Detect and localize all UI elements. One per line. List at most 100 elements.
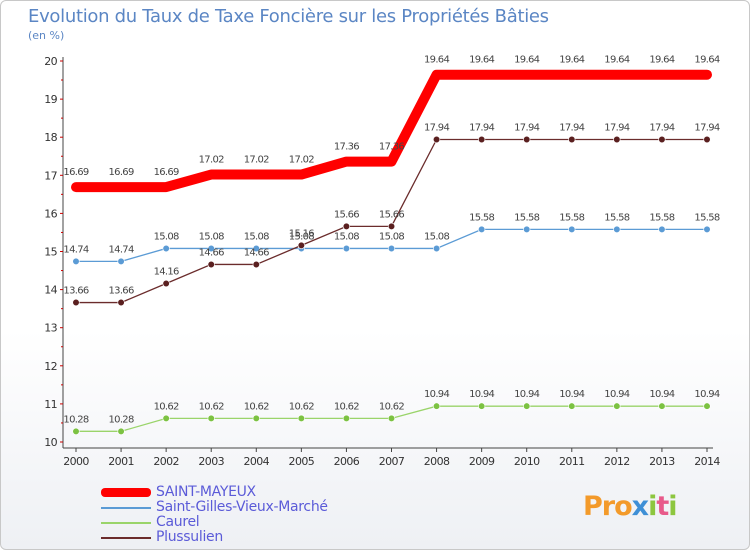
data-label: 17.94 — [424, 122, 449, 133]
data-label: 17.02 — [289, 155, 314, 166]
data-label: 15.16 — [289, 228, 314, 239]
data-label: 14.66 — [244, 247, 269, 258]
data-point — [297, 414, 305, 422]
data-point — [658, 402, 666, 410]
data-label: 15.08 — [424, 231, 449, 242]
legend-swatch — [101, 522, 151, 524]
data-label: 17.94 — [649, 122, 674, 133]
data-point — [568, 135, 576, 144]
chart-title: Evolution du Taux de Taxe Foncière sur l… — [28, 6, 549, 27]
data-label: 19.64 — [694, 55, 719, 66]
data-point — [523, 225, 531, 234]
data-label: 17.36 — [379, 142, 404, 153]
legend-swatch — [101, 507, 151, 509]
data-point — [568, 402, 576, 410]
data-label: 17.94 — [694, 122, 719, 133]
x-tick-label: 2003 — [198, 455, 224, 468]
data-label: 15.58 — [514, 212, 539, 223]
data-point — [432, 244, 441, 253]
x-tick-label: 2014 — [694, 455, 720, 468]
data-point — [297, 241, 305, 250]
x-tick-label: 2000 — [63, 455, 89, 468]
y-tick-label: 15 — [44, 246, 57, 259]
x-tick-label: 2011 — [559, 455, 585, 468]
y-tick-label: 12 — [44, 360, 57, 373]
data-point — [207, 244, 215, 253]
data-label: 10.94 — [424, 389, 449, 400]
data-point — [72, 427, 80, 435]
x-tick-label: 2006 — [334, 455, 360, 468]
x-tick-label: 2002 — [153, 455, 179, 468]
data-point — [613, 225, 621, 234]
y-tick-label: 10 — [44, 436, 57, 449]
data-label: 19.64 — [469, 55, 494, 66]
x-tick-label: 2005 — [289, 455, 315, 468]
data-label: 15.08 — [379, 231, 404, 242]
data-label: 10.62 — [289, 401, 314, 412]
data-point — [342, 414, 351, 422]
data-label: 15.08 — [334, 231, 359, 242]
data-label: 19.64 — [559, 55, 584, 66]
y-tick-label: 14 — [44, 284, 57, 297]
data-label: 10.28 — [63, 414, 88, 425]
data-label: 14.66 — [199, 247, 224, 258]
legend-swatch — [101, 537, 151, 539]
data-label: 13.66 — [63, 286, 88, 297]
legend-label: SAINT-MAYEUX — [156, 484, 256, 500]
data-label: 14.74 — [109, 244, 134, 255]
x-tick-label: 2013 — [649, 455, 675, 468]
data-label: 17.94 — [514, 122, 539, 133]
legend-label: Caurel — [156, 514, 200, 530]
data-point — [117, 298, 125, 307]
y-tick-label: 20 — [44, 55, 57, 68]
data-point — [162, 414, 170, 422]
legend-swatch — [101, 488, 151, 497]
data-label: 15.58 — [559, 212, 584, 223]
x-tick-label: 2004 — [243, 455, 269, 468]
data-point — [207, 260, 215, 269]
data-label: 15.58 — [604, 212, 629, 223]
data-label: 10.28 — [109, 414, 134, 425]
data-label: 19.64 — [514, 55, 539, 66]
data-label: 15.08 — [154, 231, 179, 242]
data-label: 17.02 — [199, 155, 224, 166]
data-label: 10.94 — [694, 389, 719, 400]
data-label: 15.08 — [199, 231, 224, 242]
data-point — [252, 414, 260, 422]
y-tick-label: 13 — [44, 322, 57, 335]
data-point — [478, 225, 486, 234]
data-label: 16.69 — [109, 167, 134, 178]
data-point — [478, 402, 486, 410]
data-point — [703, 135, 711, 144]
data-point — [478, 135, 486, 144]
data-label: 15.58 — [694, 212, 719, 223]
unit-label: (en %) — [28, 29, 65, 42]
y-tick-label: 11 — [44, 398, 57, 411]
x-tick-label: 2012 — [604, 455, 630, 468]
data-label: 14.16 — [154, 267, 179, 278]
x-tick-label: 2009 — [469, 455, 495, 468]
data-point — [387, 244, 396, 253]
x-tick-label: 2007 — [379, 455, 405, 468]
y-tick-label: 18 — [44, 131, 57, 144]
y-tick-label: 19 — [44, 93, 57, 106]
data-point — [523, 402, 531, 410]
x-tick-label: 2008 — [424, 455, 450, 468]
data-point — [658, 135, 666, 144]
data-point — [72, 257, 80, 266]
legend-label: Plussulien — [156, 529, 223, 545]
data-label: 10.94 — [649, 389, 674, 400]
data-point — [613, 135, 621, 144]
data-label: 15.66 — [379, 209, 404, 220]
data-point — [523, 135, 531, 144]
data-label: 17.94 — [469, 122, 494, 133]
data-label: 17.02 — [244, 155, 269, 166]
data-label: 10.94 — [604, 389, 629, 400]
data-point — [117, 427, 125, 435]
data-point — [342, 244, 351, 253]
data-label: 16.69 — [154, 167, 179, 178]
data-point — [162, 279, 170, 288]
data-point — [703, 402, 711, 410]
